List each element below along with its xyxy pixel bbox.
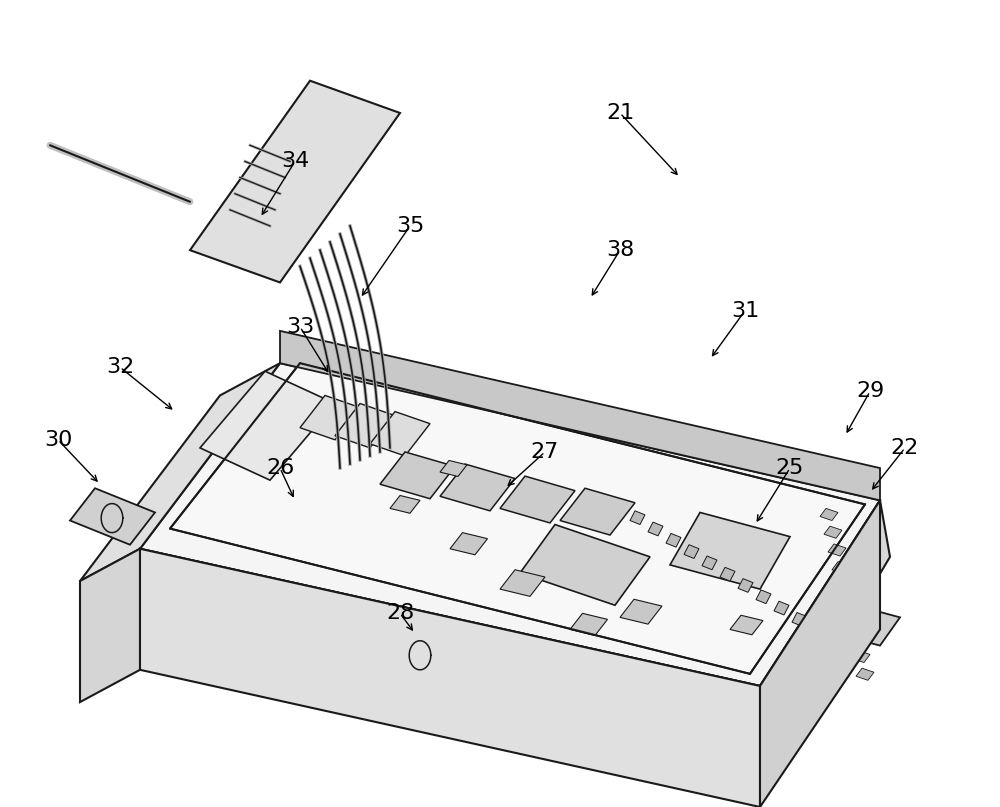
Polygon shape bbox=[760, 500, 890, 742]
Polygon shape bbox=[140, 549, 760, 807]
Polygon shape bbox=[200, 371, 335, 480]
Polygon shape bbox=[500, 570, 545, 596]
Polygon shape bbox=[852, 650, 870, 663]
Polygon shape bbox=[648, 522, 663, 536]
Text: 31: 31 bbox=[731, 301, 759, 320]
Polygon shape bbox=[335, 404, 395, 448]
Text: 35: 35 bbox=[396, 216, 424, 236]
Text: 32: 32 bbox=[106, 358, 134, 377]
Text: 33: 33 bbox=[286, 317, 314, 337]
Polygon shape bbox=[684, 545, 699, 558]
Polygon shape bbox=[702, 556, 717, 570]
Polygon shape bbox=[500, 476, 575, 523]
Polygon shape bbox=[738, 579, 753, 592]
Polygon shape bbox=[80, 549, 140, 702]
Polygon shape bbox=[380, 452, 455, 499]
Polygon shape bbox=[836, 579, 854, 592]
Polygon shape bbox=[844, 615, 862, 627]
Polygon shape bbox=[300, 395, 360, 440]
Polygon shape bbox=[666, 533, 681, 547]
Polygon shape bbox=[390, 495, 420, 513]
Polygon shape bbox=[370, 412, 430, 456]
Polygon shape bbox=[756, 590, 771, 604]
Text: 28: 28 bbox=[386, 604, 414, 623]
Polygon shape bbox=[828, 635, 843, 649]
Polygon shape bbox=[820, 508, 838, 521]
Polygon shape bbox=[190, 81, 400, 282]
Text: 38: 38 bbox=[606, 240, 634, 260]
Polygon shape bbox=[80, 363, 280, 581]
Text: 25: 25 bbox=[776, 458, 804, 478]
Polygon shape bbox=[570, 613, 607, 636]
Polygon shape bbox=[670, 512, 790, 589]
Polygon shape bbox=[792, 613, 807, 626]
Polygon shape bbox=[720, 567, 735, 581]
Polygon shape bbox=[170, 363, 865, 674]
Polygon shape bbox=[832, 562, 850, 574]
Text: 26: 26 bbox=[266, 458, 294, 478]
Polygon shape bbox=[520, 525, 650, 605]
Text: 27: 27 bbox=[531, 442, 559, 462]
Text: 29: 29 bbox=[856, 382, 884, 401]
Text: 34: 34 bbox=[281, 152, 309, 171]
Text: 21: 21 bbox=[606, 103, 634, 123]
Polygon shape bbox=[440, 464, 515, 511]
Polygon shape bbox=[140, 549, 760, 742]
Polygon shape bbox=[620, 600, 662, 624]
Polygon shape bbox=[824, 526, 842, 538]
Polygon shape bbox=[560, 488, 635, 535]
Polygon shape bbox=[840, 597, 858, 609]
Polygon shape bbox=[380, 633, 460, 674]
Polygon shape bbox=[280, 331, 880, 500]
Polygon shape bbox=[760, 500, 880, 807]
Polygon shape bbox=[774, 601, 789, 615]
Polygon shape bbox=[810, 624, 825, 638]
Polygon shape bbox=[450, 533, 488, 555]
Text: 22: 22 bbox=[891, 438, 919, 458]
Polygon shape bbox=[440, 461, 467, 476]
Polygon shape bbox=[820, 601, 900, 646]
Polygon shape bbox=[70, 488, 155, 545]
Polygon shape bbox=[856, 668, 874, 680]
Text: 30: 30 bbox=[44, 430, 72, 449]
Polygon shape bbox=[730, 615, 763, 635]
Polygon shape bbox=[828, 544, 846, 556]
Polygon shape bbox=[630, 511, 645, 525]
Polygon shape bbox=[140, 363, 880, 686]
Polygon shape bbox=[848, 633, 866, 645]
